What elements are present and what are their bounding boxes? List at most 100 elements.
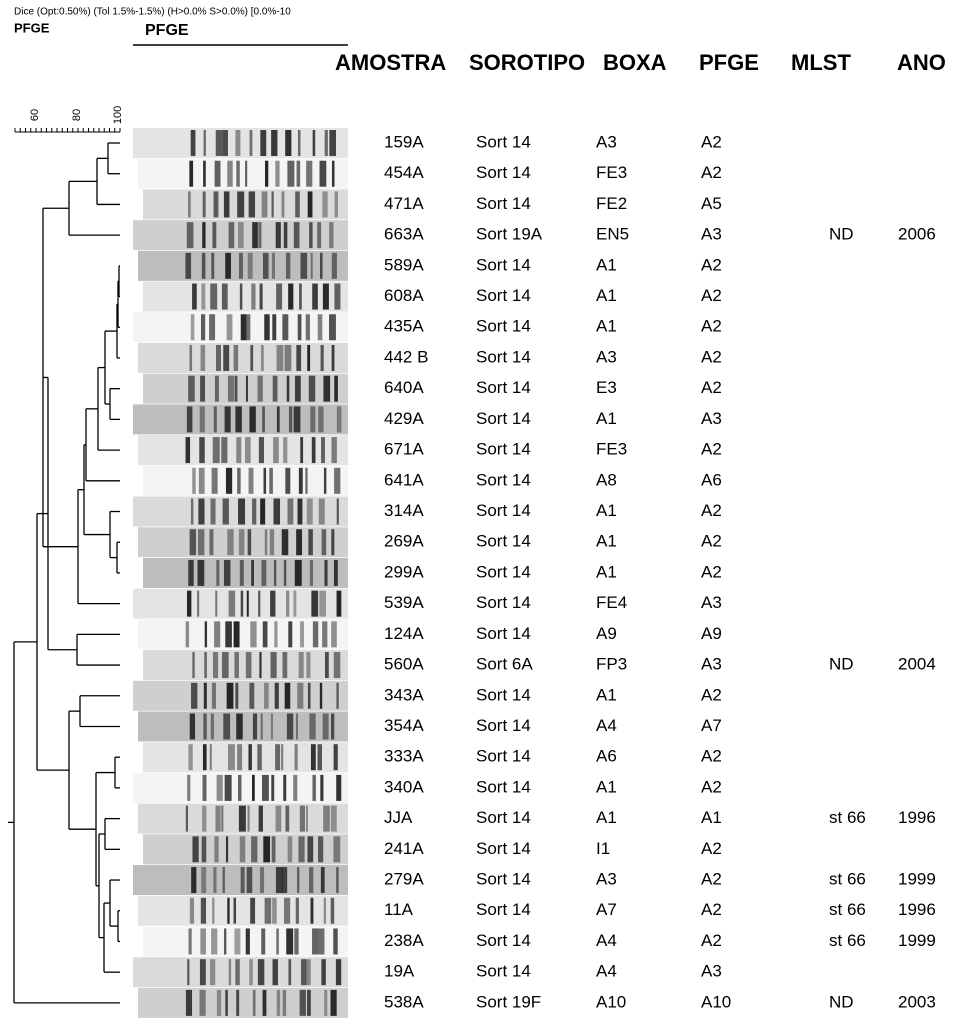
- cell-pfge: A2: [701, 685, 722, 704]
- cell-pfge: A2: [701, 900, 722, 919]
- cell-amostra: 641A: [384, 470, 424, 489]
- gel-band: [299, 284, 302, 310]
- gel-band: [241, 591, 243, 617]
- gel-band: [272, 836, 276, 862]
- gel-band: [331, 806, 337, 832]
- cell-boxa: EN5: [596, 225, 629, 244]
- cell-amostra: 354A: [384, 716, 424, 735]
- gel-band: [295, 376, 301, 402]
- gel-band: [262, 775, 269, 801]
- gel-band: [248, 253, 253, 279]
- column-header: PFGE: [699, 50, 759, 75]
- gel-band: [246, 928, 250, 954]
- gel-lane: [138, 896, 348, 926]
- gel-band: [312, 437, 316, 463]
- gel-band: [223, 867, 225, 893]
- cell-pfge: A2: [701, 163, 722, 182]
- cell-sorotipo: Sort 19F: [476, 992, 541, 1011]
- table: AMOSTRASOROTIPOBOXAPFGEMLSTANO159ASort 1…: [335, 50, 946, 1012]
- cell-pfge: A1: [701, 808, 722, 827]
- cell-amostra: 471A: [384, 194, 424, 213]
- gel-band: [260, 130, 266, 156]
- gel-band: [260, 867, 264, 893]
- gel-band: [309, 376, 315, 402]
- gel-band: [295, 560, 302, 586]
- cell-sorotipo: Sort 14: [476, 163, 531, 182]
- gel-band: [252, 775, 255, 801]
- gel-band: [201, 345, 206, 371]
- scale-tick-label: 100: [112, 106, 124, 124]
- cell-boxa: A1: [596, 685, 617, 704]
- cell-boxa: A4: [596, 962, 617, 981]
- cell-sorotipo: Sort 14: [476, 931, 531, 950]
- gel-band: [201, 898, 206, 924]
- gel-band: [224, 560, 230, 586]
- gel-band: [300, 990, 306, 1016]
- cell-mlst: ND: [829, 655, 854, 674]
- gel-band: [285, 345, 292, 371]
- gel-band: [234, 376, 237, 402]
- gel-band: [200, 406, 205, 432]
- gel-band: [318, 406, 323, 432]
- cell-pfge: A2: [701, 347, 722, 366]
- cell-boxa: A7: [596, 900, 617, 919]
- gel-band: [288, 499, 294, 525]
- cell-sorotipo: Sort 14: [476, 624, 531, 643]
- gel-band: [248, 806, 250, 832]
- cell-sorotipo: Sort 19A: [476, 225, 543, 244]
- gel-band: [274, 621, 277, 647]
- gel-band: [263, 468, 266, 494]
- gel-band: [329, 222, 333, 248]
- gel-band: [215, 161, 221, 187]
- gel-band: [331, 621, 337, 647]
- gel-band: [217, 990, 221, 1016]
- gel-band: [205, 621, 207, 647]
- gel-band: [272, 253, 275, 279]
- gel-band: [271, 130, 277, 156]
- gel-band: [247, 314, 251, 340]
- gel-band: [259, 437, 264, 463]
- cell-amostra: 454A: [384, 163, 424, 182]
- cell-amostra: 429A: [384, 409, 424, 428]
- gel-band: [192, 284, 197, 310]
- gel-band: [212, 468, 218, 494]
- cell-pfge: A3: [701, 409, 722, 428]
- cell-pfge: A2: [701, 777, 722, 796]
- cell-mlst: st 66: [829, 931, 866, 950]
- gel-band: [331, 990, 337, 1016]
- cell-boxa: A1: [596, 409, 617, 428]
- gel-band: [199, 437, 204, 463]
- cell-pfge: A2: [701, 286, 722, 305]
- cell-amostra: 299A: [384, 562, 424, 581]
- gel-band: [274, 499, 281, 525]
- gel-band: [298, 130, 301, 156]
- gel-band: [197, 591, 199, 617]
- gel-band: [234, 898, 236, 924]
- gel-band: [295, 191, 300, 217]
- figure: Dice (Opt:0.50%) (Tol 1.5%-1.5%) (H>0.0%…: [0, 0, 954, 1021]
- cell-amostra: 442 B: [384, 347, 428, 366]
- gel-band: [261, 560, 266, 586]
- column-header: ANO: [897, 50, 946, 75]
- gel-band: [236, 437, 241, 463]
- gel-band: [263, 621, 268, 647]
- gel-band: [247, 591, 249, 617]
- cell-boxa: FE2: [596, 194, 627, 213]
- gel-band: [298, 314, 302, 340]
- cell-sorotipo: Sort 14: [476, 777, 531, 796]
- cell-amostra: 589A: [384, 255, 424, 274]
- gel-band: [216, 130, 223, 156]
- cell-amostra: 435A: [384, 317, 424, 336]
- gel-band: [200, 959, 206, 985]
- gel-band: [236, 990, 239, 1016]
- gel-lane: [133, 681, 348, 711]
- gel-band: [288, 621, 292, 647]
- gel-band: [236, 713, 242, 739]
- gel-band: [306, 959, 311, 985]
- gel-band: [216, 560, 219, 586]
- gel-band: [250, 130, 253, 156]
- gel-band: [240, 284, 242, 310]
- gel-lane: [143, 466, 348, 496]
- gel-lane: [143, 650, 348, 680]
